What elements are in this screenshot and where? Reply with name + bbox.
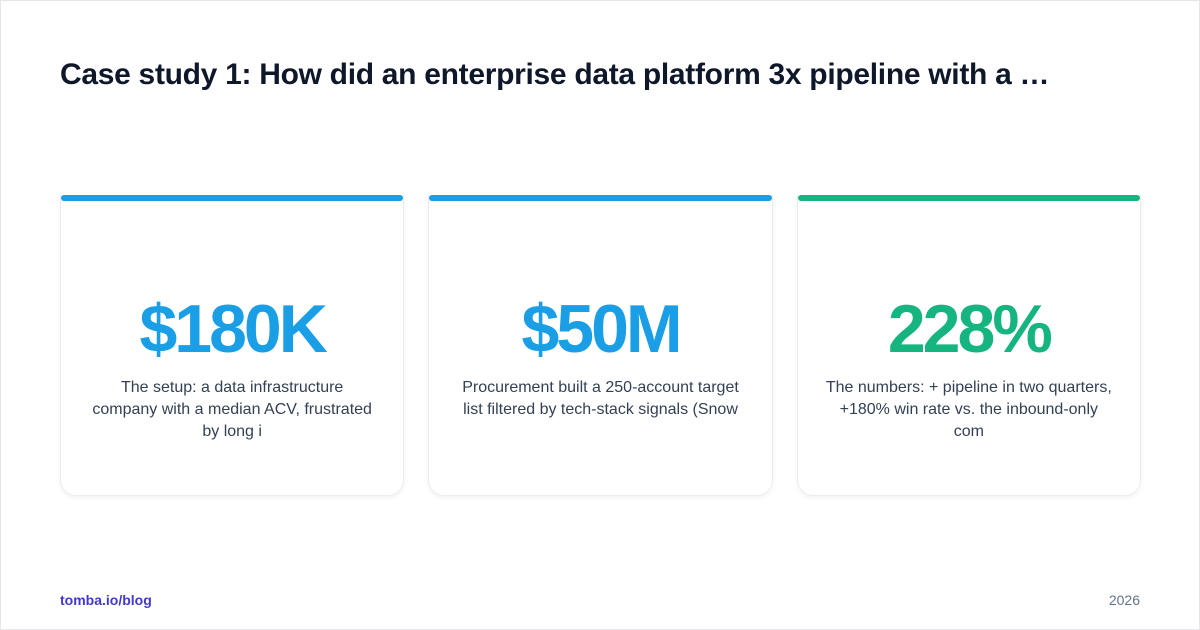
stat-description: The numbers: + pipeline in two quarters,… [825, 379, 1112, 440]
stat-description: The setup: a data infrastructure company… [92, 379, 372, 440]
year-label: 2026 [1108, 592, 1140, 608]
stat-value: 228% [887, 291, 1053, 367]
stat-card-1: $180K The setup: a data infrastructure c… [60, 195, 405, 496]
stat-card-3: 228% The numbers: + pipeline in two quar… [796, 195, 1141, 496]
stat-cards: $180K The setup: a data infrastructure c… [60, 195, 1141, 496]
card-accent-bar [429, 195, 772, 201]
page-title: Case study 1: How did an enterprise data… [60, 58, 1050, 91]
stat-description: Procurement built a 250-account target l… [462, 379, 739, 418]
stat-value: $50M [521, 291, 682, 367]
stat-value: $180K [139, 291, 327, 367]
stat-card-2: $50M Procurement built a 250-account tar… [428, 195, 773, 496]
blog-link[interactable]: tomba.io/blog [60, 592, 152, 608]
card-accent-bar [797, 195, 1140, 201]
card-accent-bar [61, 195, 404, 201]
